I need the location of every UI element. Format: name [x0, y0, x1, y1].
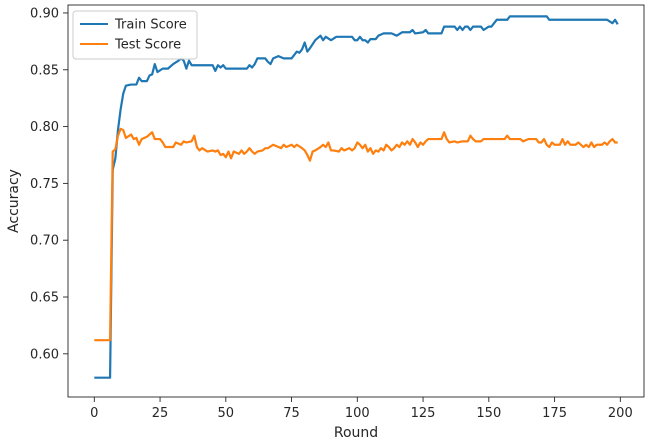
- x-axis-label: Round: [334, 425, 378, 441]
- x-tick-label: 100: [345, 406, 370, 421]
- x-tick-label: 125: [411, 406, 436, 421]
- y-tick-label: 0.90: [30, 6, 59, 21]
- x-tick-label: 200: [608, 406, 633, 421]
- y-tick-label: 0.60: [30, 347, 59, 362]
- series-line-train-score: [94, 15, 619, 379]
- x-tick-label: 150: [476, 406, 501, 421]
- legend-label-train-score: Train Score: [114, 18, 187, 33]
- y-axis-label: Accuracy: [6, 169, 22, 233]
- y-axis-ticks: 0.60 0.65 0.70 0.75 0.80 0.85 0.90: [30, 6, 68, 362]
- legend-label-test-score: Test Score: [114, 38, 181, 53]
- y-tick-label: 0.70: [30, 234, 59, 249]
- x-tick-label: 50: [218, 406, 235, 421]
- legend: Train Score Test Score: [72, 10, 198, 60]
- x-tick-label: 175: [542, 406, 567, 421]
- x-tick-label: 75: [283, 406, 300, 421]
- y-tick-label: 0.85: [30, 63, 59, 78]
- y-tick-label: 0.65: [30, 291, 59, 306]
- x-tick-label: 25: [152, 406, 169, 421]
- x-axis-ticks: 0 25 50 75 100 125 150 175 200: [90, 397, 633, 421]
- x-tick-label: 0: [90, 406, 98, 421]
- plot-series-group: [94, 15, 619, 379]
- y-tick-label: 0.80: [30, 120, 59, 135]
- plot-area-frame: [67, 4, 645, 398]
- y-tick-label: 0.75: [30, 177, 59, 192]
- series-line-test-score: [94, 127, 618, 342]
